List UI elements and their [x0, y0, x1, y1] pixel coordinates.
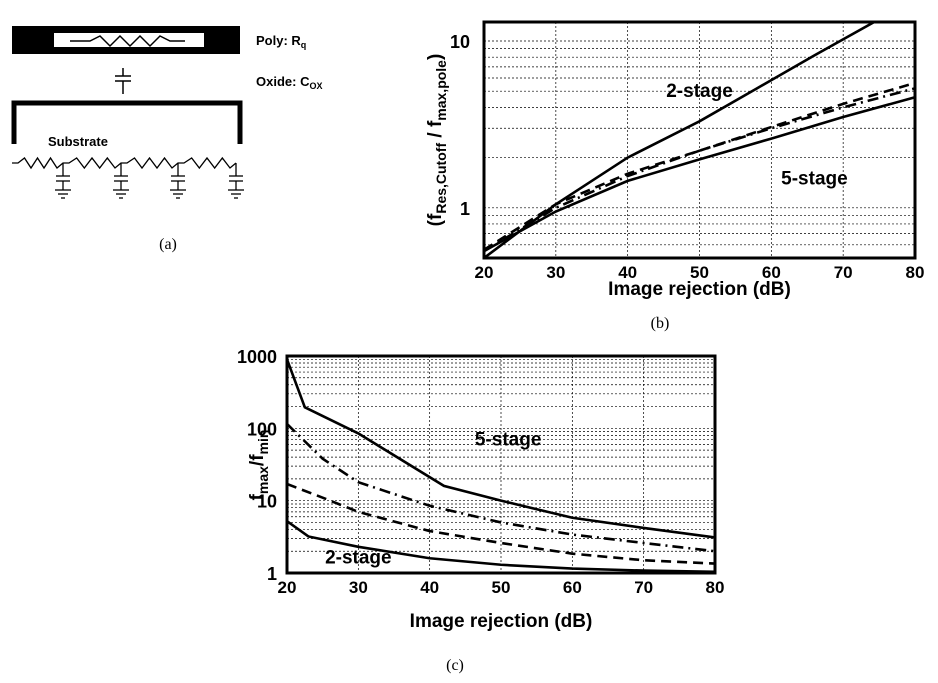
x-tick-label: 30 [546, 263, 565, 282]
substrate-rc-network [12, 156, 244, 199]
x-tick-label: 70 [634, 578, 653, 597]
substrate-capacitor-3 [170, 163, 186, 199]
poly-resistor [70, 34, 185, 48]
substrate-capacitor-1 [55, 163, 71, 199]
x-axis-label: Image rejection (dB) [608, 279, 791, 300]
x-tick-label: 30 [349, 578, 368, 597]
x-tick-label: 80 [906, 263, 925, 282]
chart-c: 20 30 40 50 60 70 80 1 10 100 1000 Image rejection … [237, 347, 725, 632]
x-tick-label: 50 [492, 578, 511, 597]
x-tick-label: 80 [706, 578, 725, 597]
plot-frame [482, 20, 917, 260]
poly-resistor-window [54, 33, 204, 47]
caption-a: (a) [159, 236, 177, 253]
x-tick-label: 40 [420, 578, 439, 597]
x-tick-label: 20 [475, 263, 494, 282]
caption-c: (c) [446, 657, 464, 674]
annotation-1: 5-stage [475, 430, 542, 451]
substrate-outline [11, 100, 243, 144]
x-tick-label: 40 [618, 263, 637, 282]
x-tick-label: 20 [278, 578, 297, 597]
series-line-1 [287, 358, 715, 539]
oxide-label: Oxide: COX [256, 74, 322, 91]
x-tick-label: 50 [690, 263, 709, 282]
grid [287, 356, 715, 573]
annotation-2: 5-stage [781, 168, 848, 189]
y-tick-label: 10 [257, 492, 277, 512]
y-tick-label: 1 [460, 199, 470, 219]
y-tick-label: 10 [450, 32, 470, 52]
x-tick-label: 70 [834, 263, 853, 282]
y-axis-label: (fRes,Cutoff / fmax,pole) [425, 54, 449, 227]
annotation-1: 2-stage [666, 81, 733, 102]
poly-label: Poly: Rq [256, 33, 306, 50]
series-line-2 [287, 423, 715, 553]
annotation-2: 2-stage [325, 547, 392, 568]
oxide-capacitor-symbol [115, 68, 131, 94]
series-line-4 [484, 95, 915, 253]
y-tick-label: 1000 [237, 347, 277, 367]
substrate-label: Substrate [48, 134, 108, 149]
y-axis-label: fmax/fmin [247, 430, 271, 501]
caption-b: (b) [651, 315, 670, 332]
grid [484, 22, 915, 258]
chart-b: 20 30 40 50 60 70 80 1 10 Image rejection (dB) (fR… [425, 20, 925, 300]
series-line-2 [484, 87, 915, 253]
plot-frame [285, 354, 717, 575]
series-line-4 [287, 520, 715, 573]
x-axis-label: Image rejection (dB) [410, 611, 593, 632]
x-tick-label: 60 [563, 578, 582, 597]
y-tick-label: 100 [247, 419, 277, 439]
x-tick-label: 60 [762, 263, 781, 282]
series-line-1 [484, 22, 877, 258]
substrate-resistor-chain [12, 156, 237, 170]
series-line-3 [287, 482, 715, 565]
substrate-capacitor-2 [113, 163, 129, 199]
substrate-capacitor-4 [228, 163, 244, 199]
panel-a-diagram: Poly: Rq Oxide: COX Substrate (a) [11, 26, 322, 253]
y-tick-label: 1 [267, 564, 277, 584]
series-line-3 [484, 81, 915, 251]
